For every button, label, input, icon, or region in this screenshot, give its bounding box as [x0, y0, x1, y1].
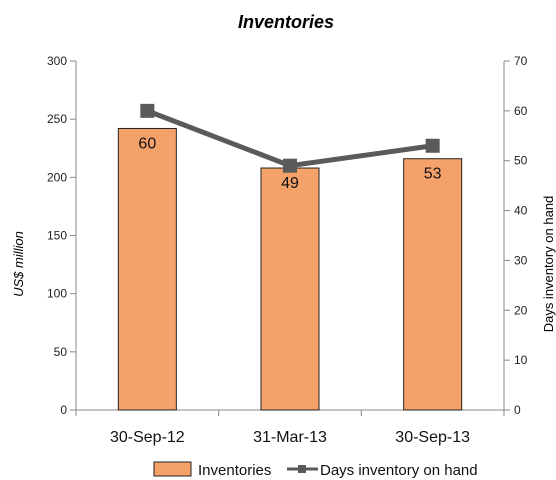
y-axis-left-title: US$ million	[11, 231, 26, 297]
y-left-tick-label: 300	[47, 54, 67, 68]
y-left-tick-label: 100	[47, 287, 67, 301]
y-left-tick-label: 0	[60, 403, 67, 417]
y-left-tick-label: 50	[54, 345, 68, 359]
x-category-label: 30-Sep-13	[395, 429, 470, 446]
y-axis-right-title: Days inventory on hand	[541, 196, 556, 333]
x-category-label: 31-Mar-13	[253, 429, 327, 446]
x-category-label: 30-Sep-12	[110, 429, 185, 446]
line-series-group	[140, 103, 440, 173]
bar-inventories	[117, 127, 177, 411]
legend-label-inventories: Inventories	[198, 462, 271, 479]
y-right-tick-label: 0	[514, 403, 521, 417]
y-left-tick-label: 200	[47, 170, 67, 184]
bars-group	[117, 127, 463, 411]
y-right-tick-label: 40	[514, 204, 528, 218]
legend-label-days: Days inventory on hand	[320, 462, 478, 479]
legend-swatch-inventories	[153, 461, 192, 477]
y-right-tick-label: 30	[514, 253, 528, 267]
line-days-inventory	[146, 108, 434, 169]
data-label: 53	[424, 166, 442, 183]
y-left-tick-label: 150	[47, 229, 67, 243]
line-marker-days-inventory	[425, 138, 440, 153]
data-label: 49	[281, 175, 299, 192]
y-right-tick-label: 20	[514, 303, 528, 317]
chart-title: Inventories	[238, 12, 334, 32]
data-label: 60	[138, 135, 156, 152]
y-right-tick-label: 10	[514, 353, 528, 367]
bar-inventories	[260, 167, 320, 411]
line-marker-days-inventory	[283, 158, 297, 173]
bar-inventories	[403, 158, 463, 411]
y-right-tick-label: 50	[514, 154, 528, 168]
y-left-tick-label: 250	[47, 112, 67, 126]
legend: Inventories Days inventory on hand	[153, 461, 478, 479]
axes: 0 50 100 150 200 250 300 0 10 20 30 40 50 60 70 30-Sep-…	[47, 54, 528, 446]
y-right-tick-label: 60	[514, 104, 528, 118]
y-right-tick-label: 70	[514, 54, 528, 68]
data-labels-group: 60 49 53	[138, 135, 441, 192]
line-marker-days-inventory	[140, 103, 155, 118]
legend-swatch-days-marker	[298, 465, 306, 473]
